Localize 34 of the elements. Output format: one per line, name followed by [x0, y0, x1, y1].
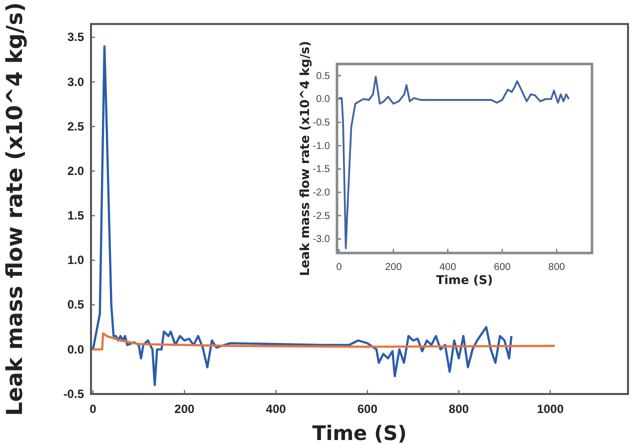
y-axis-title: Leak mass flow rate (x10^4 kg/s) — [3, 2, 28, 416]
y-tick-label: 0.0 — [67, 342, 84, 356]
y-tick-label: -1.5 — [312, 164, 330, 176]
x-tick-label: 400 — [266, 402, 286, 416]
y-tick-label: 0.5 — [67, 298, 84, 312]
y-tick-label: -0.5 — [312, 118, 330, 129]
x-axis-title: Time (S) — [312, 421, 407, 445]
y-tick-label: -0.5 — [63, 386, 84, 401]
x-tick-label: 200 — [385, 262, 402, 273]
y-tick-label: 2.0 — [67, 164, 84, 178]
x-axis-title: Time (S) — [436, 273, 493, 287]
y-tick-label: -3.0 — [312, 234, 330, 246]
line-series — [338, 76, 570, 250]
x-tick-label: 200 — [174, 402, 195, 416]
line-series — [92, 332, 556, 351]
x-tick-label: 600 — [494, 262, 512, 273]
x-tick-label: 800 — [448, 402, 470, 416]
y-tick-label: 3.0 — [67, 74, 84, 89]
x-tick-label: 0 — [336, 262, 342, 273]
x-tick-label: 800 — [548, 262, 566, 273]
y-axis-title: Leak mass flow rate (x10^4 kg/s) — [297, 40, 312, 276]
x-tick-label: 600 — [357, 402, 378, 416]
y-tick-label: -2.0 — [312, 188, 330, 199]
y-tick-label: 3.5 — [67, 30, 84, 44]
y-tick-label: -2.5 — [312, 210, 330, 222]
x-tick-label: 400 — [439, 262, 457, 273]
y-tick-label: 2.5 — [67, 119, 84, 134]
x-tick-label: 1000 — [536, 402, 564, 416]
x-tick-label: 0 — [90, 402, 97, 416]
y-tick-label: 1.5 — [67, 208, 84, 223]
y-tick-label: 0.5 — [316, 70, 330, 82]
y-tick-label: 1.0 — [67, 253, 84, 268]
y-tick-label: -1.0 — [312, 140, 330, 152]
y-tick-label: 0.0 — [316, 94, 330, 106]
